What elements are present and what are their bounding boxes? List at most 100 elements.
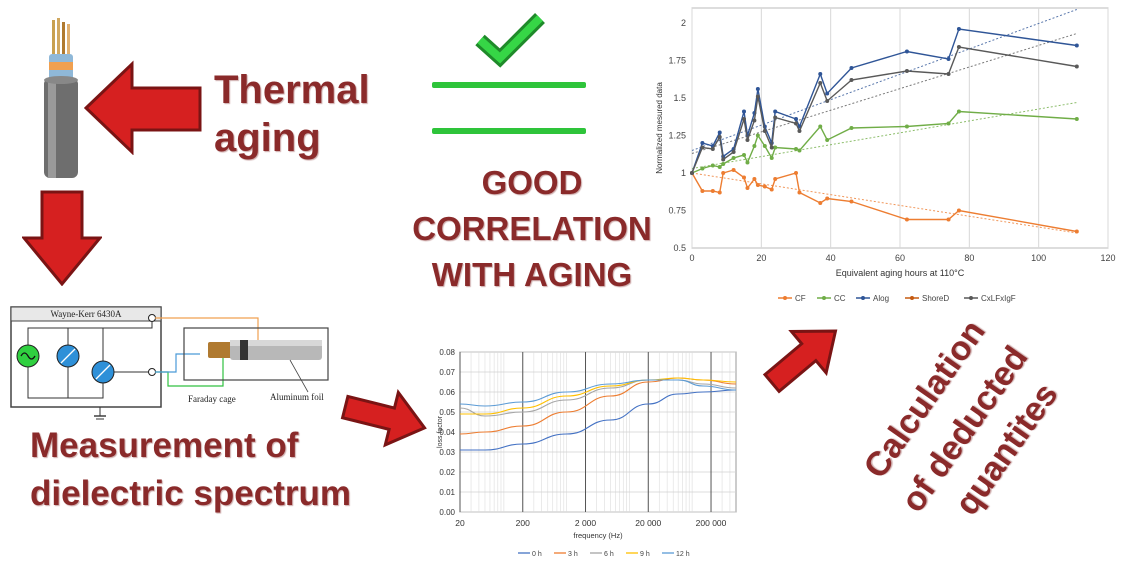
data-point bbox=[752, 118, 757, 123]
legend-label: CxLFxIgF bbox=[981, 294, 1016, 303]
data-point bbox=[825, 196, 830, 201]
data-point bbox=[946, 72, 951, 76]
x-tick-label: 60 bbox=[895, 253, 905, 263]
data-point bbox=[825, 138, 830, 142]
data-point bbox=[745, 138, 750, 142]
arrow-down-icon bbox=[22, 190, 102, 286]
x-tick-label: 20 bbox=[756, 253, 766, 263]
series-line bbox=[460, 389, 737, 451]
data-point bbox=[717, 190, 722, 195]
data-point bbox=[849, 126, 854, 130]
x-tick-label: 20 bbox=[455, 518, 465, 528]
y-tick-label: 0.07 bbox=[439, 368, 455, 377]
y-tick-label: 0.06 bbox=[439, 388, 455, 397]
data-point bbox=[745, 186, 750, 190]
data-point bbox=[1074, 43, 1079, 48]
series-line bbox=[691, 110, 1077, 174]
arrow-left-icon bbox=[84, 60, 202, 155]
legend-label: 12 h bbox=[676, 551, 690, 558]
data-point bbox=[700, 145, 705, 150]
good-line-2: CORRELATION bbox=[412, 210, 652, 247]
data-point bbox=[731, 168, 736, 172]
data-point bbox=[717, 165, 722, 169]
data-point bbox=[742, 153, 746, 157]
data-point bbox=[755, 94, 760, 99]
equals-bar-top bbox=[432, 82, 586, 88]
y-tick-label: 0.04 bbox=[439, 428, 455, 437]
x-axis-label: Equivalent aging hours at 110°C bbox=[836, 268, 965, 278]
faraday-cage-label: Faraday cage bbox=[188, 394, 236, 404]
data-point bbox=[818, 124, 823, 129]
data-point bbox=[794, 171, 798, 175]
legend-label: Alog bbox=[873, 294, 889, 303]
legend-marker bbox=[822, 296, 826, 300]
data-point bbox=[946, 217, 951, 222]
data-point bbox=[794, 117, 798, 121]
arrow-diagonal-up-icon bbox=[762, 329, 838, 394]
data-point bbox=[794, 121, 798, 126]
data-point bbox=[752, 144, 757, 148]
x-tick-label: 2 000 bbox=[575, 518, 597, 528]
legend-label: 0 h bbox=[532, 551, 542, 558]
data-point bbox=[825, 91, 830, 96]
data-point bbox=[773, 115, 778, 120]
data-point bbox=[956, 208, 961, 213]
data-point bbox=[762, 129, 767, 133]
x-tick-label: 20 000 bbox=[635, 518, 661, 528]
data-point bbox=[818, 81, 823, 85]
calculation-label: Calculation of deducted quantites bbox=[810, 313, 1070, 550]
data-point bbox=[825, 99, 830, 103]
checkmark-icon bbox=[475, 13, 545, 68]
good-line-3: WITH AGING bbox=[431, 256, 633, 293]
cable-illustration bbox=[44, 18, 78, 178]
data-point bbox=[849, 199, 854, 204]
data-point bbox=[1074, 117, 1079, 121]
data-point bbox=[717, 130, 722, 135]
data-point bbox=[849, 78, 854, 82]
x-tick-label: 120 bbox=[1100, 253, 1115, 263]
data-point bbox=[700, 189, 705, 193]
trendline bbox=[691, 9, 1077, 151]
data-point bbox=[904, 69, 909, 73]
legend-label: CF bbox=[795, 294, 806, 303]
legend-marker bbox=[969, 296, 973, 300]
dielectric-spectrum-chart: 0.00 0.01 0.02 0.03 0.04 0.05 0.06 0.07 0.08 20 20… bbox=[437, 348, 737, 558]
legend-label: 9 h bbox=[640, 551, 650, 558]
x-tick-label: 200 000 bbox=[696, 518, 727, 528]
good-line-1: GOOD bbox=[481, 164, 583, 201]
data-point bbox=[849, 66, 854, 70]
series-line bbox=[691, 169, 1077, 233]
data-point bbox=[710, 163, 715, 168]
data-point bbox=[904, 124, 909, 129]
data-point bbox=[745, 160, 750, 165]
legend-label: 6 h bbox=[604, 551, 614, 558]
data-point bbox=[752, 177, 757, 181]
data-point bbox=[769, 145, 774, 150]
thermal-line-1: Thermal bbox=[214, 68, 370, 112]
y-axis-label: loss factor bbox=[437, 415, 444, 448]
data-point bbox=[946, 121, 951, 126]
data-point bbox=[755, 87, 760, 91]
data-point bbox=[762, 144, 767, 148]
data-point bbox=[818, 72, 823, 76]
trendline bbox=[691, 33, 1077, 154]
y-axis-label: Normalized mesured data bbox=[655, 82, 664, 174]
series-line bbox=[459, 379, 737, 417]
y-tick-label: 0.05 bbox=[439, 408, 455, 417]
data-point bbox=[794, 147, 798, 151]
data-point bbox=[731, 150, 736, 154]
thermal-aging-label: Thermal aging bbox=[214, 66, 370, 162]
data-point bbox=[721, 171, 726, 175]
data-point bbox=[818, 201, 823, 205]
data-point bbox=[731, 156, 736, 160]
x-tick-label: 200 bbox=[516, 518, 530, 528]
data-point bbox=[742, 109, 746, 114]
data-point bbox=[755, 183, 760, 187]
data-point bbox=[1074, 64, 1079, 69]
y-tick-label: 0.08 bbox=[439, 348, 455, 357]
data-point bbox=[904, 217, 909, 222]
data-point bbox=[773, 109, 778, 114]
data-point bbox=[956, 45, 961, 49]
trendline bbox=[691, 102, 1077, 169]
y-tick-label: 0.02 bbox=[439, 468, 455, 477]
